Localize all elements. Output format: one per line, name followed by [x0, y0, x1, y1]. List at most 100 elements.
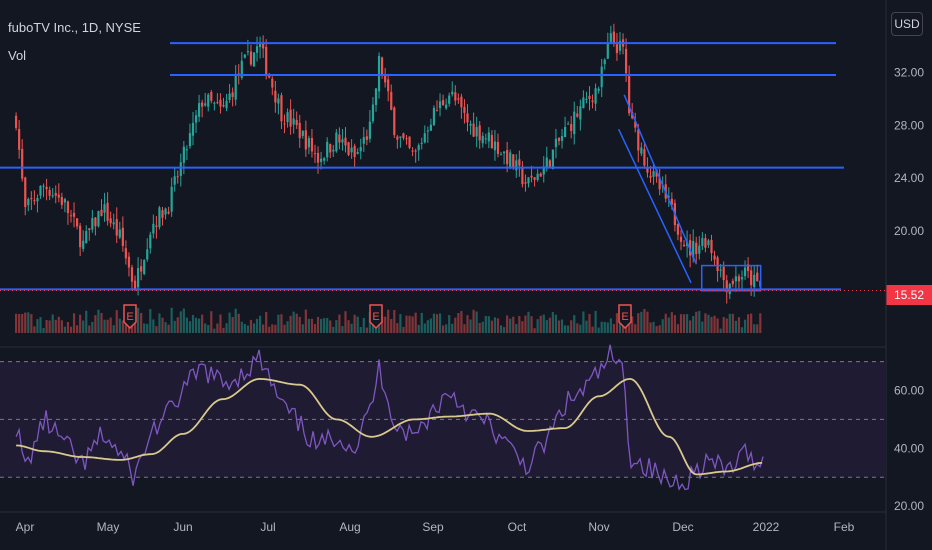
volume-bar	[63, 326, 66, 333]
volume-bar	[57, 316, 60, 333]
candle-body	[536, 173, 539, 180]
volume-bar	[643, 308, 646, 333]
candle-body	[454, 92, 457, 101]
candle-body	[316, 152, 320, 163]
volume-bar	[201, 314, 204, 333]
candle-body	[307, 138, 310, 148]
volume-bar	[271, 324, 274, 333]
volume-bar	[454, 317, 457, 333]
candle-body	[326, 141, 329, 158]
volume-bar	[448, 315, 451, 333]
candle-body	[472, 123, 475, 137]
volume-bar	[173, 320, 176, 333]
candle-body	[24, 177, 27, 208]
volume-bar	[219, 314, 222, 333]
candle-body	[319, 158, 323, 162]
volume-bar	[21, 313, 24, 333]
volume-bar	[746, 314, 750, 333]
volume-bar	[258, 315, 262, 333]
volume-bar	[753, 324, 756, 333]
candle-body	[606, 44, 609, 59]
currency-button[interactable]: USD	[891, 12, 923, 36]
volume-bar	[658, 325, 661, 333]
volume-bar	[262, 324, 265, 333]
candle-body	[368, 121, 371, 139]
candle-body	[624, 48, 628, 74]
volume-bar	[362, 317, 365, 333]
candle-body	[579, 106, 582, 120]
volume-bar	[85, 310, 88, 333]
candle-body	[167, 211, 170, 214]
candle-body	[130, 267, 134, 282]
volume-bar	[237, 313, 240, 333]
candle-body	[213, 102, 216, 104]
price-tick-label: 20.00	[894, 224, 924, 238]
candle-body	[289, 109, 292, 127]
price-tick-label: 28.00	[894, 118, 924, 132]
volume-bar	[661, 319, 664, 333]
volume-bar	[112, 325, 115, 333]
volume-bar	[91, 321, 94, 333]
volume-bar	[347, 320, 350, 333]
candle-body	[332, 149, 335, 152]
volume-bar	[701, 321, 704, 333]
volume-bar	[384, 316, 387, 333]
volume-bar	[737, 317, 741, 333]
candle-body	[560, 135, 564, 141]
candle-body	[441, 100, 445, 106]
volume-bar	[646, 311, 649, 333]
candle-body	[499, 154, 503, 156]
candle-body	[692, 241, 695, 258]
candle-body	[423, 133, 426, 143]
candle-body	[185, 149, 188, 151]
volume-bar	[243, 323, 246, 333]
volume-bar	[725, 318, 728, 333]
candle-body	[713, 255, 716, 260]
candle-body	[426, 130, 429, 132]
volume-bar	[493, 317, 497, 333]
time-tick-label: Nov	[588, 520, 609, 534]
candle-body	[737, 276, 741, 282]
candle-body	[207, 94, 210, 107]
volume-bar	[30, 314, 33, 333]
candle-body	[194, 115, 198, 123]
volume-bar	[323, 318, 326, 333]
volume-bar	[515, 323, 518, 333]
volume-bar	[396, 323, 399, 333]
candle-body	[310, 137, 314, 152]
volume-bar	[502, 327, 506, 333]
candle-body	[118, 229, 121, 238]
volume-bar	[667, 317, 670, 333]
volume-bar	[469, 319, 472, 333]
volume-bar	[689, 320, 692, 333]
candle-body	[152, 223, 155, 234]
candle-body	[512, 154, 515, 169]
candle-body	[54, 192, 57, 196]
volume-bar	[545, 320, 548, 333]
candle-body	[542, 166, 545, 175]
volume-bar	[405, 315, 408, 333]
volume-bar	[292, 311, 295, 333]
candle-body	[106, 202, 109, 221]
candle-body	[57, 194, 60, 198]
candle-body	[634, 121, 637, 128]
volume-bar	[649, 322, 652, 333]
candle-body	[274, 90, 277, 103]
candle-body	[21, 148, 24, 179]
candle-body	[655, 169, 658, 177]
candle-body	[100, 209, 103, 217]
volume-bar	[146, 323, 149, 333]
volume-bar	[380, 316, 384, 333]
volume-bar	[82, 320, 85, 333]
candle-body	[69, 215, 73, 217]
candle-body	[722, 266, 725, 281]
candle-body	[313, 153, 317, 155]
candle-body	[652, 171, 655, 177]
candle-body	[567, 123, 570, 125]
volume-bar	[557, 320, 561, 333]
volume-bar	[698, 310, 701, 333]
volume-bar	[756, 324, 759, 333]
candle-body	[268, 74, 271, 78]
volume-bar	[124, 316, 127, 333]
